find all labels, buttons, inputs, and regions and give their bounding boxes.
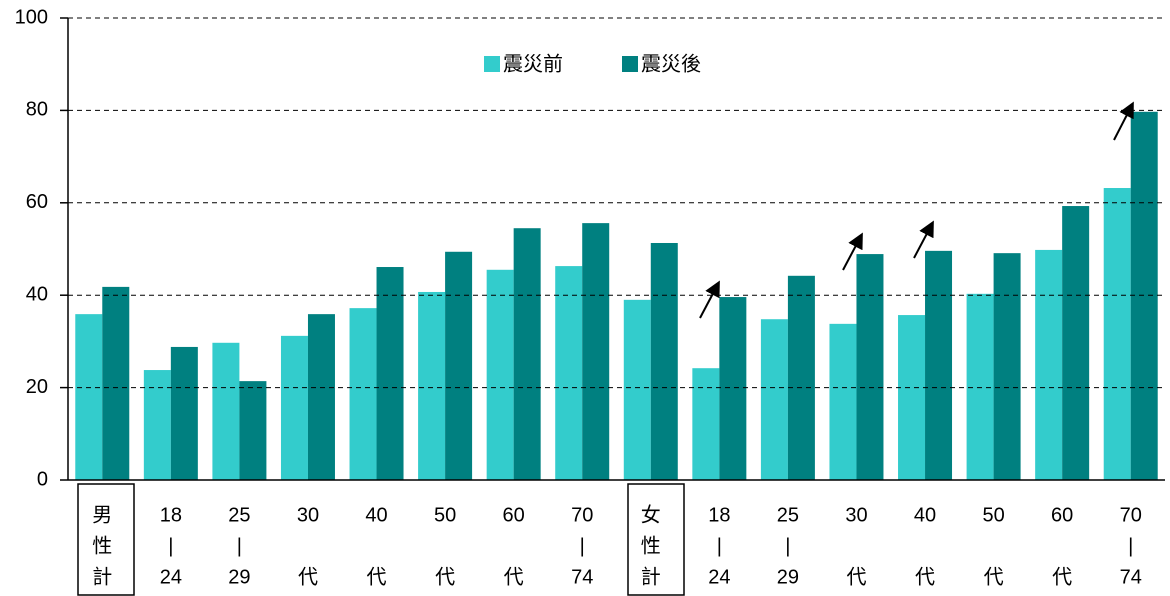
x-tick-label: |	[717, 535, 722, 557]
x-tick-label: 25	[228, 504, 250, 526]
y-tick-label: 20	[26, 376, 48, 398]
x-tick-label: 18	[160, 504, 182, 526]
x-tick-label: 74	[571, 566, 593, 588]
x-tick-label: 代	[367, 565, 387, 588]
x-tick-label: 性	[92, 534, 112, 557]
bar	[898, 315, 926, 480]
bar	[418, 291, 446, 480]
x-tick-label: 50	[982, 504, 1004, 526]
x-tick-label: 代	[984, 565, 1004, 588]
x-tick-label: 代	[504, 565, 524, 588]
legend-label: 震災後	[641, 52, 701, 75]
x-tick-label: 代	[915, 565, 935, 588]
bar	[143, 370, 171, 480]
arrow	[699, 280, 720, 319]
bar	[513, 228, 541, 480]
bar	[760, 319, 788, 480]
x-tick-label: |	[785, 535, 790, 557]
bar	[623, 299, 651, 480]
bar	[555, 266, 583, 480]
x-tick-label: |	[580, 535, 585, 557]
x-tick-label: 74	[1120, 566, 1142, 588]
bar	[445, 251, 473, 480]
x-tick-label: 計	[641, 565, 661, 588]
category-box	[77, 483, 135, 596]
x-tick-label: 29	[228, 566, 250, 588]
bar	[650, 242, 678, 480]
x-tick-label: 女	[641, 503, 661, 526]
x-tick-label: 代	[298, 565, 318, 588]
x-tick-label: 50	[434, 504, 456, 526]
x-tick-label: 29	[777, 566, 799, 588]
bar	[1035, 249, 1063, 480]
bar	[170, 346, 198, 480]
x-tick-label: 計	[92, 565, 112, 588]
x-tick-label: 60	[503, 504, 525, 526]
arrow	[1113, 101, 1134, 141]
legend-swatch	[484, 56, 500, 72]
x-tick-label: 40	[914, 504, 936, 526]
legend-swatch	[622, 56, 638, 72]
x-tick-label: 24	[160, 566, 182, 588]
bar	[966, 293, 994, 480]
bar	[280, 335, 308, 480]
bar	[212, 342, 240, 480]
bar	[925, 250, 953, 480]
bar	[486, 269, 514, 480]
x-tick-label: 代	[846, 565, 866, 588]
x-tick-label: 30	[297, 504, 319, 526]
bar	[307, 314, 335, 480]
x-tick-label: 代	[1052, 565, 1072, 588]
x-tick-label: 70	[571, 504, 593, 526]
x-tick-label: 30	[845, 504, 867, 526]
x-tick-label: 70	[1120, 504, 1142, 526]
bar	[1062, 206, 1090, 480]
x-tick-label: 24	[708, 566, 730, 588]
x-tick-label: 25	[777, 504, 799, 526]
bar	[239, 381, 267, 480]
y-tick-label: 80	[26, 99, 48, 121]
x-tick-label: 男	[92, 504, 112, 526]
bar	[993, 253, 1021, 480]
bar	[829, 323, 857, 480]
bar	[75, 314, 103, 480]
y-tick-label: 0	[37, 468, 48, 490]
bar	[692, 368, 720, 480]
x-tick-label: 18	[708, 504, 730, 526]
bar	[787, 275, 815, 480]
y-tick-label: 40	[26, 283, 48, 305]
legend-label: 震災前	[503, 52, 563, 75]
category-boxes	[77, 483, 685, 596]
y-tick-label: 100	[15, 6, 48, 28]
arrow	[842, 232, 863, 271]
bar	[376, 267, 404, 480]
x-tick-label: 40	[365, 504, 387, 526]
bar	[1130, 111, 1158, 480]
x-tick-label: |	[237, 535, 242, 557]
x-tick-label: |	[168, 535, 173, 557]
x-tick-label: |	[1128, 535, 1133, 557]
x-tick-label: 60	[1051, 504, 1073, 526]
bar	[102, 286, 130, 480]
bar	[582, 223, 610, 481]
bar	[856, 254, 884, 480]
x-tick-label: 性	[641, 534, 661, 557]
arrow	[913, 220, 934, 259]
bar	[349, 308, 377, 480]
x-tick-label: 代	[435, 565, 455, 588]
arrows	[699, 101, 1134, 319]
category-box	[627, 483, 685, 596]
bar	[719, 297, 747, 480]
y-tick-label: 60	[26, 191, 48, 213]
bar	[1103, 188, 1131, 481]
